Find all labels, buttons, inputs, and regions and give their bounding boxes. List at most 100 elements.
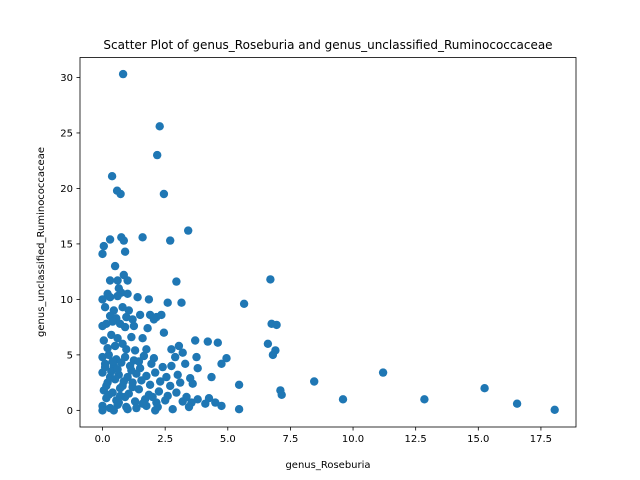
scatter-point [99,241,109,251]
scatter-point [151,406,160,415]
chart-title: Scatter Plot of genus_Roseburia and genu… [103,38,552,52]
y-tick-label: 15 [60,239,73,250]
scatter-point [159,328,169,337]
scatter-point [184,402,194,412]
scatter-point [123,405,132,414]
scatter-point [184,226,193,235]
scatter-point [239,299,249,308]
scatter-point [168,405,177,414]
scatter-point [550,405,559,414]
y-tick-label: 5 [67,350,73,361]
x-tick-label: 10.0 [342,434,364,445]
x-tick-label: 12.5 [405,434,427,445]
scatter-point [108,357,117,366]
scatter-point [98,295,107,304]
scatter-point [151,368,160,377]
scatter-point [108,317,117,326]
scatter-point [154,387,164,396]
scatter-point [167,345,176,354]
scatter-point [193,364,202,373]
scatter-point [147,359,156,368]
points-layer [98,69,559,415]
scatter-point [119,236,128,245]
scatter-point [130,346,140,355]
scatter-point [105,293,115,302]
scatter-point [124,306,133,315]
scatter-point [191,336,200,345]
scatter-point [107,330,116,340]
scatter-point [98,352,107,362]
x-tick-label: 0.0 [95,434,111,445]
scatter-point [138,399,147,408]
scatter-point [171,352,180,362]
y-axis-ticks: 0 5 10 15 20 25 30 [60,73,80,417]
scatter-point [203,337,212,346]
scatter-point [113,276,122,285]
scatter-point [122,312,131,322]
scatter-point [142,345,151,354]
scatter-point [217,359,226,368]
y-axis-label: genus_unclassified_Ruminococcaceae [36,147,47,337]
scatter-point [172,277,181,286]
scatter-point [128,382,137,392]
scatter-point [217,401,226,411]
scatter-point [166,236,175,245]
scatter-point [137,376,146,385]
scatter-point [104,350,114,360]
scatter-point [135,310,145,320]
scatter-point [127,366,136,375]
y-tick-label: 0 [67,406,73,417]
scatter-point [159,189,169,199]
scatter-point [266,275,275,284]
scatter-point [110,261,120,271]
scatter-point [177,298,186,307]
scatter-point [192,352,201,362]
scatter-point [157,310,166,320]
scatter-point [158,362,167,372]
y-tick-label: 25 [60,128,73,139]
scatter-point [149,315,159,324]
scatter-point [174,341,184,351]
scatter-point [100,303,110,312]
x-tick-label: 2.5 [157,434,173,445]
scatter-point [161,396,170,405]
scatter-point [119,377,128,386]
scatter-point [110,341,120,351]
scatter-point [181,359,190,368]
scatter-point [102,381,111,391]
scatter-point [213,338,222,347]
scatter-point [207,372,216,382]
scatter-point [512,399,522,408]
scatter-point [272,320,281,330]
scatter-point [132,403,141,413]
scatter-point [188,379,197,388]
scatter-point [123,276,132,285]
y-tick-label: 10 [60,295,73,306]
scatter-point [378,368,388,377]
scatter-point [120,322,130,332]
scatter-point [109,406,119,415]
scatter-point [338,395,348,404]
scatter-point [123,289,132,298]
plot-frame [79,57,577,428]
scatter-point [115,391,125,401]
scatter-point [127,332,136,342]
scatter-point [100,362,110,372]
x-axis-ticks: 0.0 2.5 5.0 7.5 10.0 12.5 15.0 17.5 [95,427,552,445]
scatter-point [178,348,187,357]
scatter-point [139,351,149,361]
scatter-point [268,350,278,360]
scatter-point [178,397,187,406]
scatter-point [113,334,122,343]
scatter-point [116,189,125,199]
scatter-point [176,378,185,387]
scatter-point [107,172,117,181]
scatter-point [130,397,140,406]
scatter-point [118,303,127,312]
scatter-point [172,388,181,397]
scatter-point [105,235,115,244]
scatter-point [310,377,319,386]
scatter-point [115,384,125,393]
scatter-point [480,384,489,393]
scatter-point [134,385,144,394]
